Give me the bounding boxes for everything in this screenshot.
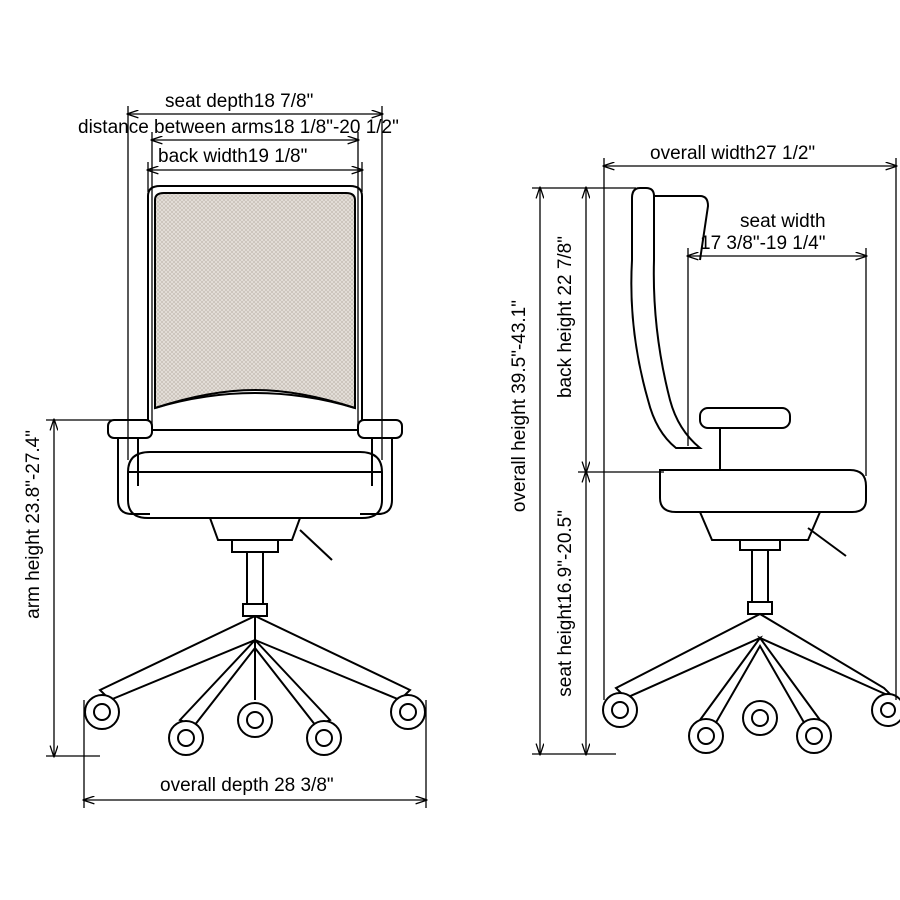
overall-height-value: 39.5"-43.1": [509, 300, 530, 394]
dim-distance-between-arms: distance between arms18 1/8"-20 1/2": [78, 118, 399, 139]
back-width-value: 19 1/8": [248, 146, 308, 167]
overall-depth-label: overall depth: [160, 775, 269, 796]
seat-depth-value: 18 7/8": [254, 91, 314, 112]
seat-width-label-txt: seat width: [740, 212, 826, 233]
overall-depth-value: 28 3/8": [274, 775, 334, 796]
dim-overall-height: overall height 39.5"-43.1": [510, 300, 531, 512]
dim-back-width: back width19 1/8": [158, 147, 307, 168]
back-height-value: 22 7/8": [555, 236, 576, 296]
seat-height-label: seat height: [555, 604, 576, 697]
chair-spec-diagram: seat depth18 7/8" distance between arms1…: [0, 0, 900, 900]
seat-height-value: 16.9"-20.5": [555, 510, 576, 604]
distance-arms-label: distance between arms: [78, 117, 273, 138]
back-height-label: back height: [555, 301, 576, 398]
seat-depth-label: seat depth: [165, 91, 254, 112]
overall-width-value: 27 1/2": [756, 143, 816, 164]
distance-arms-value: 18 1/8"-20 1/2": [273, 117, 398, 138]
overall-height-label: overall height: [509, 399, 530, 512]
arm-height-value: 23.8"-27.4": [23, 430, 44, 524]
overall-width-label: overall width: [650, 143, 756, 164]
dim-back-height: back height 22 7/8": [556, 236, 577, 398]
dim-seat-depth: seat depth18 7/8": [165, 92, 313, 113]
arm-height-label: arm height: [23, 529, 44, 619]
dim-overall-depth: overall depth 28 3/8": [160, 776, 334, 797]
dim-overall-width: overall width27 1/2": [650, 144, 815, 165]
dim-arm-height: arm height 23.8"-27.4": [24, 430, 45, 619]
dim-seat-height: seat height16.9"-20.5": [556, 510, 577, 697]
back-width-label: back width: [158, 146, 248, 167]
seat-width-value-txt: 17 3/8"-19 1/4": [700, 234, 825, 255]
